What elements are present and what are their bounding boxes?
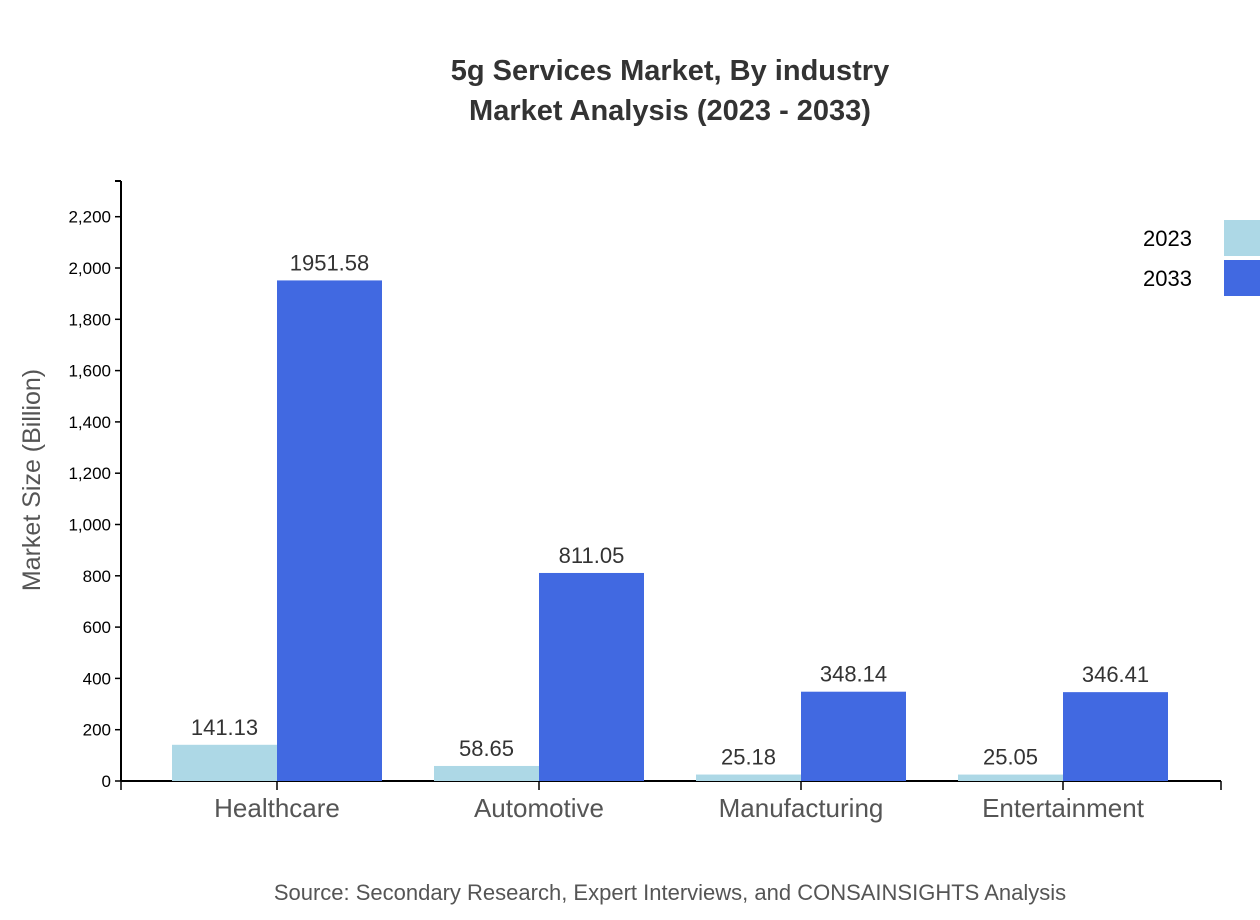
data-label: 25.18 [721, 745, 776, 770]
legend-swatch-2023 [1224, 220, 1260, 256]
y-tick-label: 2,200 [68, 208, 111, 227]
data-label: 348.14 [820, 662, 887, 687]
x-tick-label: Manufacturing [719, 793, 884, 823]
bar-2033-manufacturing [801, 691, 906, 781]
x-tick-label: Automotive [474, 793, 604, 823]
y-tick-label: 0 [102, 772, 111, 791]
bars: 141.13 1951.58 58.65 811.05 25.18 348.14 25.05… [172, 250, 1168, 781]
y-tick-label: 800 [83, 567, 111, 586]
y-tick-label: 2,000 [68, 259, 111, 278]
chart-title: 5g Services Market, By industry [451, 55, 889, 87]
y-tick-label: 1,800 [68, 310, 111, 329]
chart-subtitle: Market Analysis (2023 - 2033) [469, 95, 871, 127]
bar-2023-healthcare [172, 744, 277, 781]
legend-swatch-2033 [1224, 260, 1260, 296]
data-label: 346.41 [1082, 662, 1149, 687]
y-tick-label: 600 [83, 618, 111, 637]
bar-2023-entertainment [958, 774, 1063, 781]
data-label: 141.13 [191, 715, 258, 740]
y-tick-label: 1,400 [68, 413, 111, 432]
x-axis: Healthcare Automotive Manufacturing Enterta… [120, 780, 1222, 823]
y-axis: 0 200 400 600 800 1,000 1,200 1,400 1,600 1,800 2,… [68, 180, 122, 791]
x-tick-label: Entertainment [982, 793, 1145, 823]
bar-2033-entertainment [1063, 692, 1168, 781]
legend: 2023 2033 [1143, 220, 1260, 296]
bar-2033-healthcare [277, 280, 382, 781]
y-tick-label: 1,200 [68, 464, 111, 483]
legend-label-2023: 2023 [1143, 226, 1192, 251]
data-label: 1951.58 [290, 250, 370, 275]
data-label: 811.05 [559, 543, 625, 568]
y-tick-label: 400 [83, 669, 111, 688]
bar-2023-manufacturing [696, 774, 801, 781]
y-tick-label: 200 [83, 721, 111, 740]
bar-2023-automotive [434, 765, 539, 781]
x-tick-label: Healthcare [214, 793, 340, 823]
legend-label-2033: 2033 [1143, 266, 1192, 291]
y-axis-label: Market Size (Billion) [18, 369, 46, 591]
data-label: 58.65 [459, 736, 514, 761]
y-tick-label: 1,600 [68, 362, 111, 381]
source-note: Source: Secondary Research, Expert Inter… [274, 880, 1066, 905]
data-label: 25.05 [983, 745, 1038, 770]
bar-2033-automotive [539, 572, 644, 781]
y-tick-label: 1,000 [68, 516, 111, 535]
